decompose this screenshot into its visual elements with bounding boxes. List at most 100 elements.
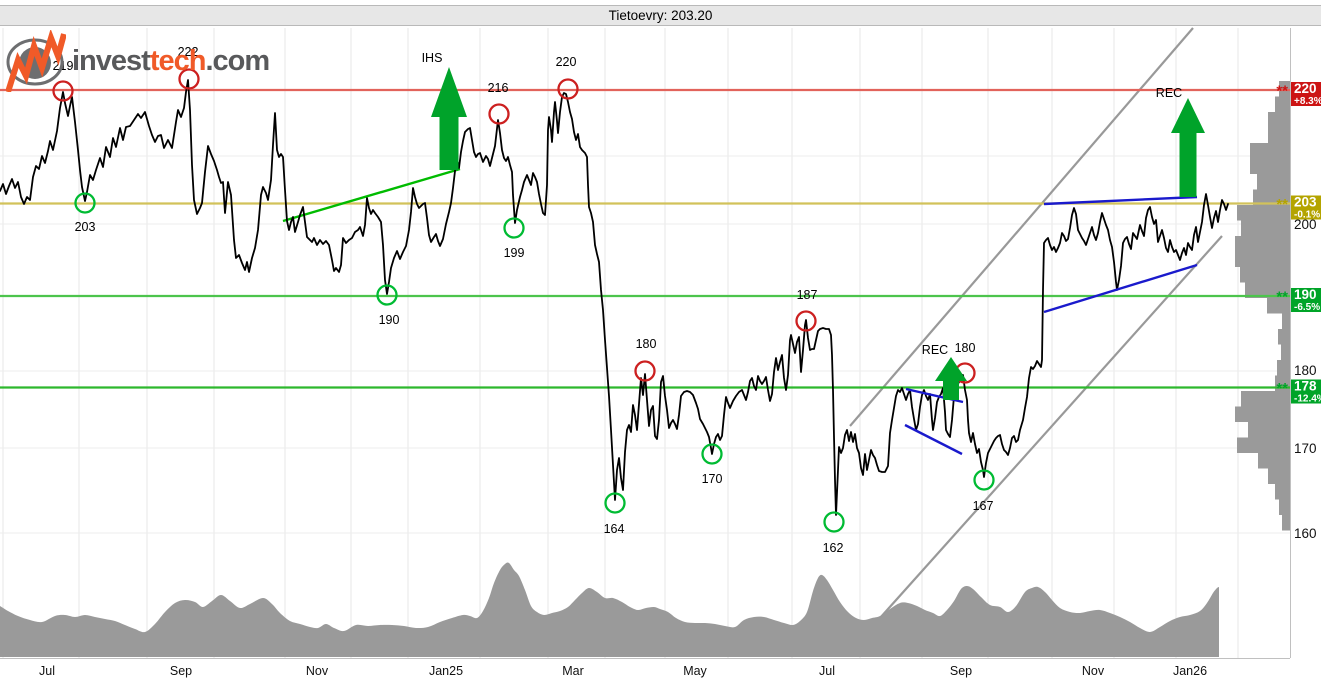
price-badge-value: 190 [1294,287,1317,302]
pivot-circle-199 [503,217,525,239]
investtech-logo: investtech.com [6,30,270,92]
pivot-label-190: 190 [379,313,400,327]
price-badge-pct: -6.5% [1294,302,1320,313]
volume-profile-bar [1275,484,1290,500]
price-line [0,79,1229,516]
price-badge-220 [1291,82,1321,106]
pivot-circles: 2192222162201801871802031901991641701621… [52,45,995,555]
logo-invest: invest [72,44,151,77]
pivot-circle-203 [74,192,96,214]
volume-profile-bar [1245,282,1290,298]
volume-profile-bar [1267,298,1290,314]
volume-profile-bar [1250,158,1290,174]
price-badge-203 [1291,195,1321,220]
volume-profile-bar [1268,468,1290,484]
pivot-label-167: 167 [973,499,994,513]
ihs-label: IHS [422,51,443,65]
chart-title: Tietoevry: 203.20 [608,8,713,23]
axis-labels: 200 180 170 160 Jul Sep Nov Jan25 Mar May Jul Sep No… [39,217,1317,678]
volume-profile-bar [1282,313,1290,329]
volume-profile-bar [1278,329,1290,345]
investtech-logo-icon [6,30,66,92]
price-badge-178 [1291,379,1321,404]
rec-label: REC [1156,86,1182,100]
pivot-circle-219 [52,80,74,102]
trendline-blue [1043,195,1198,206]
x-label-Nov: Nov [306,664,329,678]
trendline-blue [1043,263,1198,314]
trend-channel-line [849,27,1194,427]
pivot-label-180: 180 [636,337,657,351]
pivot-circle-180 [634,360,656,382]
signal-stars-178: ** [1276,380,1288,397]
y-label-200: 200 [1294,217,1317,232]
volume-profile-bar [1240,267,1290,283]
x-label-Jan26: Jan26 [1173,664,1207,678]
volume-profile-bar [1282,515,1290,531]
x-label-Sep: Sep [950,664,972,678]
pivot-label-162: 162 [823,541,844,555]
volume-profile-bar [1258,453,1290,469]
y-label-180: 180 [1294,363,1317,378]
pivot-circle-190 [376,284,398,306]
trendline-blue [904,423,963,456]
pivot-circle-170 [701,443,723,465]
volume-profile-bar [1248,422,1290,438]
x-label-Nov: Nov [1082,664,1105,678]
x-label-Jul: Jul [819,664,835,678]
pivot-label-170: 170 [702,472,723,486]
price-badge-pct: -12.4% [1294,394,1321,405]
pivot-label-180: 180 [955,341,976,355]
volume-profile-bar [1253,189,1290,205]
rec-arrow [935,357,967,400]
price-badge-190 [1291,288,1321,312]
pivot-circle-187 [795,310,817,332]
pivot-circle-164 [604,492,626,514]
pivot-label-222: 222 [178,45,199,59]
volume-profile-bar [1241,220,1290,236]
logo-tech: tech [149,44,207,77]
price-badge-value: 203 [1294,195,1317,210]
pivot-label-199: 199 [504,246,525,260]
signal-stars-190: ** [1276,289,1288,306]
pivot-circle-162 [823,511,845,533]
price-badge-value: 220 [1294,81,1317,96]
y-label-160: 160 [1294,526,1317,541]
pivot-label-164: 164 [604,522,625,536]
volume-profile [1235,81,1290,531]
volume-profile-bar [1241,391,1290,407]
logo-com: .com [205,44,270,77]
rec-label: REC [922,343,948,357]
ihs-arrow [431,67,467,170]
y-label-170: 170 [1294,441,1317,456]
price-badge-pct: +8.3% [1294,96,1321,107]
volume-profile-bar [1235,236,1290,252]
pivot-circle-167 [973,469,995,491]
rec-arrow [1171,98,1205,197]
price-badge-value: 178 [1294,379,1317,394]
volume-profile-bar [1257,174,1290,190]
pivot-circle-220 [557,78,579,100]
signal-arrows: IHS REC REC [422,51,1205,400]
volume-profile-bar [1281,344,1290,360]
signal-stars-203: ** [1276,196,1288,213]
volume-profile-bar [1235,251,1290,267]
signal-stars-220: ** [1276,83,1288,100]
volume-profile-bar [1277,360,1290,376]
trendline-green [282,167,461,223]
x-label-Sep: Sep [170,664,192,678]
volume-profile-bar [1279,499,1290,515]
title-bar: Tietoevry: 203.20 [0,5,1321,26]
pivot-circle-222 [178,68,200,90]
volume-profile-bar [1268,127,1290,143]
x-label-Mar: Mar [562,664,584,678]
pivot-label-220: 220 [556,55,577,69]
x-label-Jan25: Jan25 [429,664,463,678]
volume-profile-bar [1237,437,1290,453]
pivot-label-216: 216 [488,81,509,95]
volume-profile-bar [1235,406,1290,422]
x-label-May: May [683,664,707,678]
volume-profile-bar [1250,143,1290,159]
